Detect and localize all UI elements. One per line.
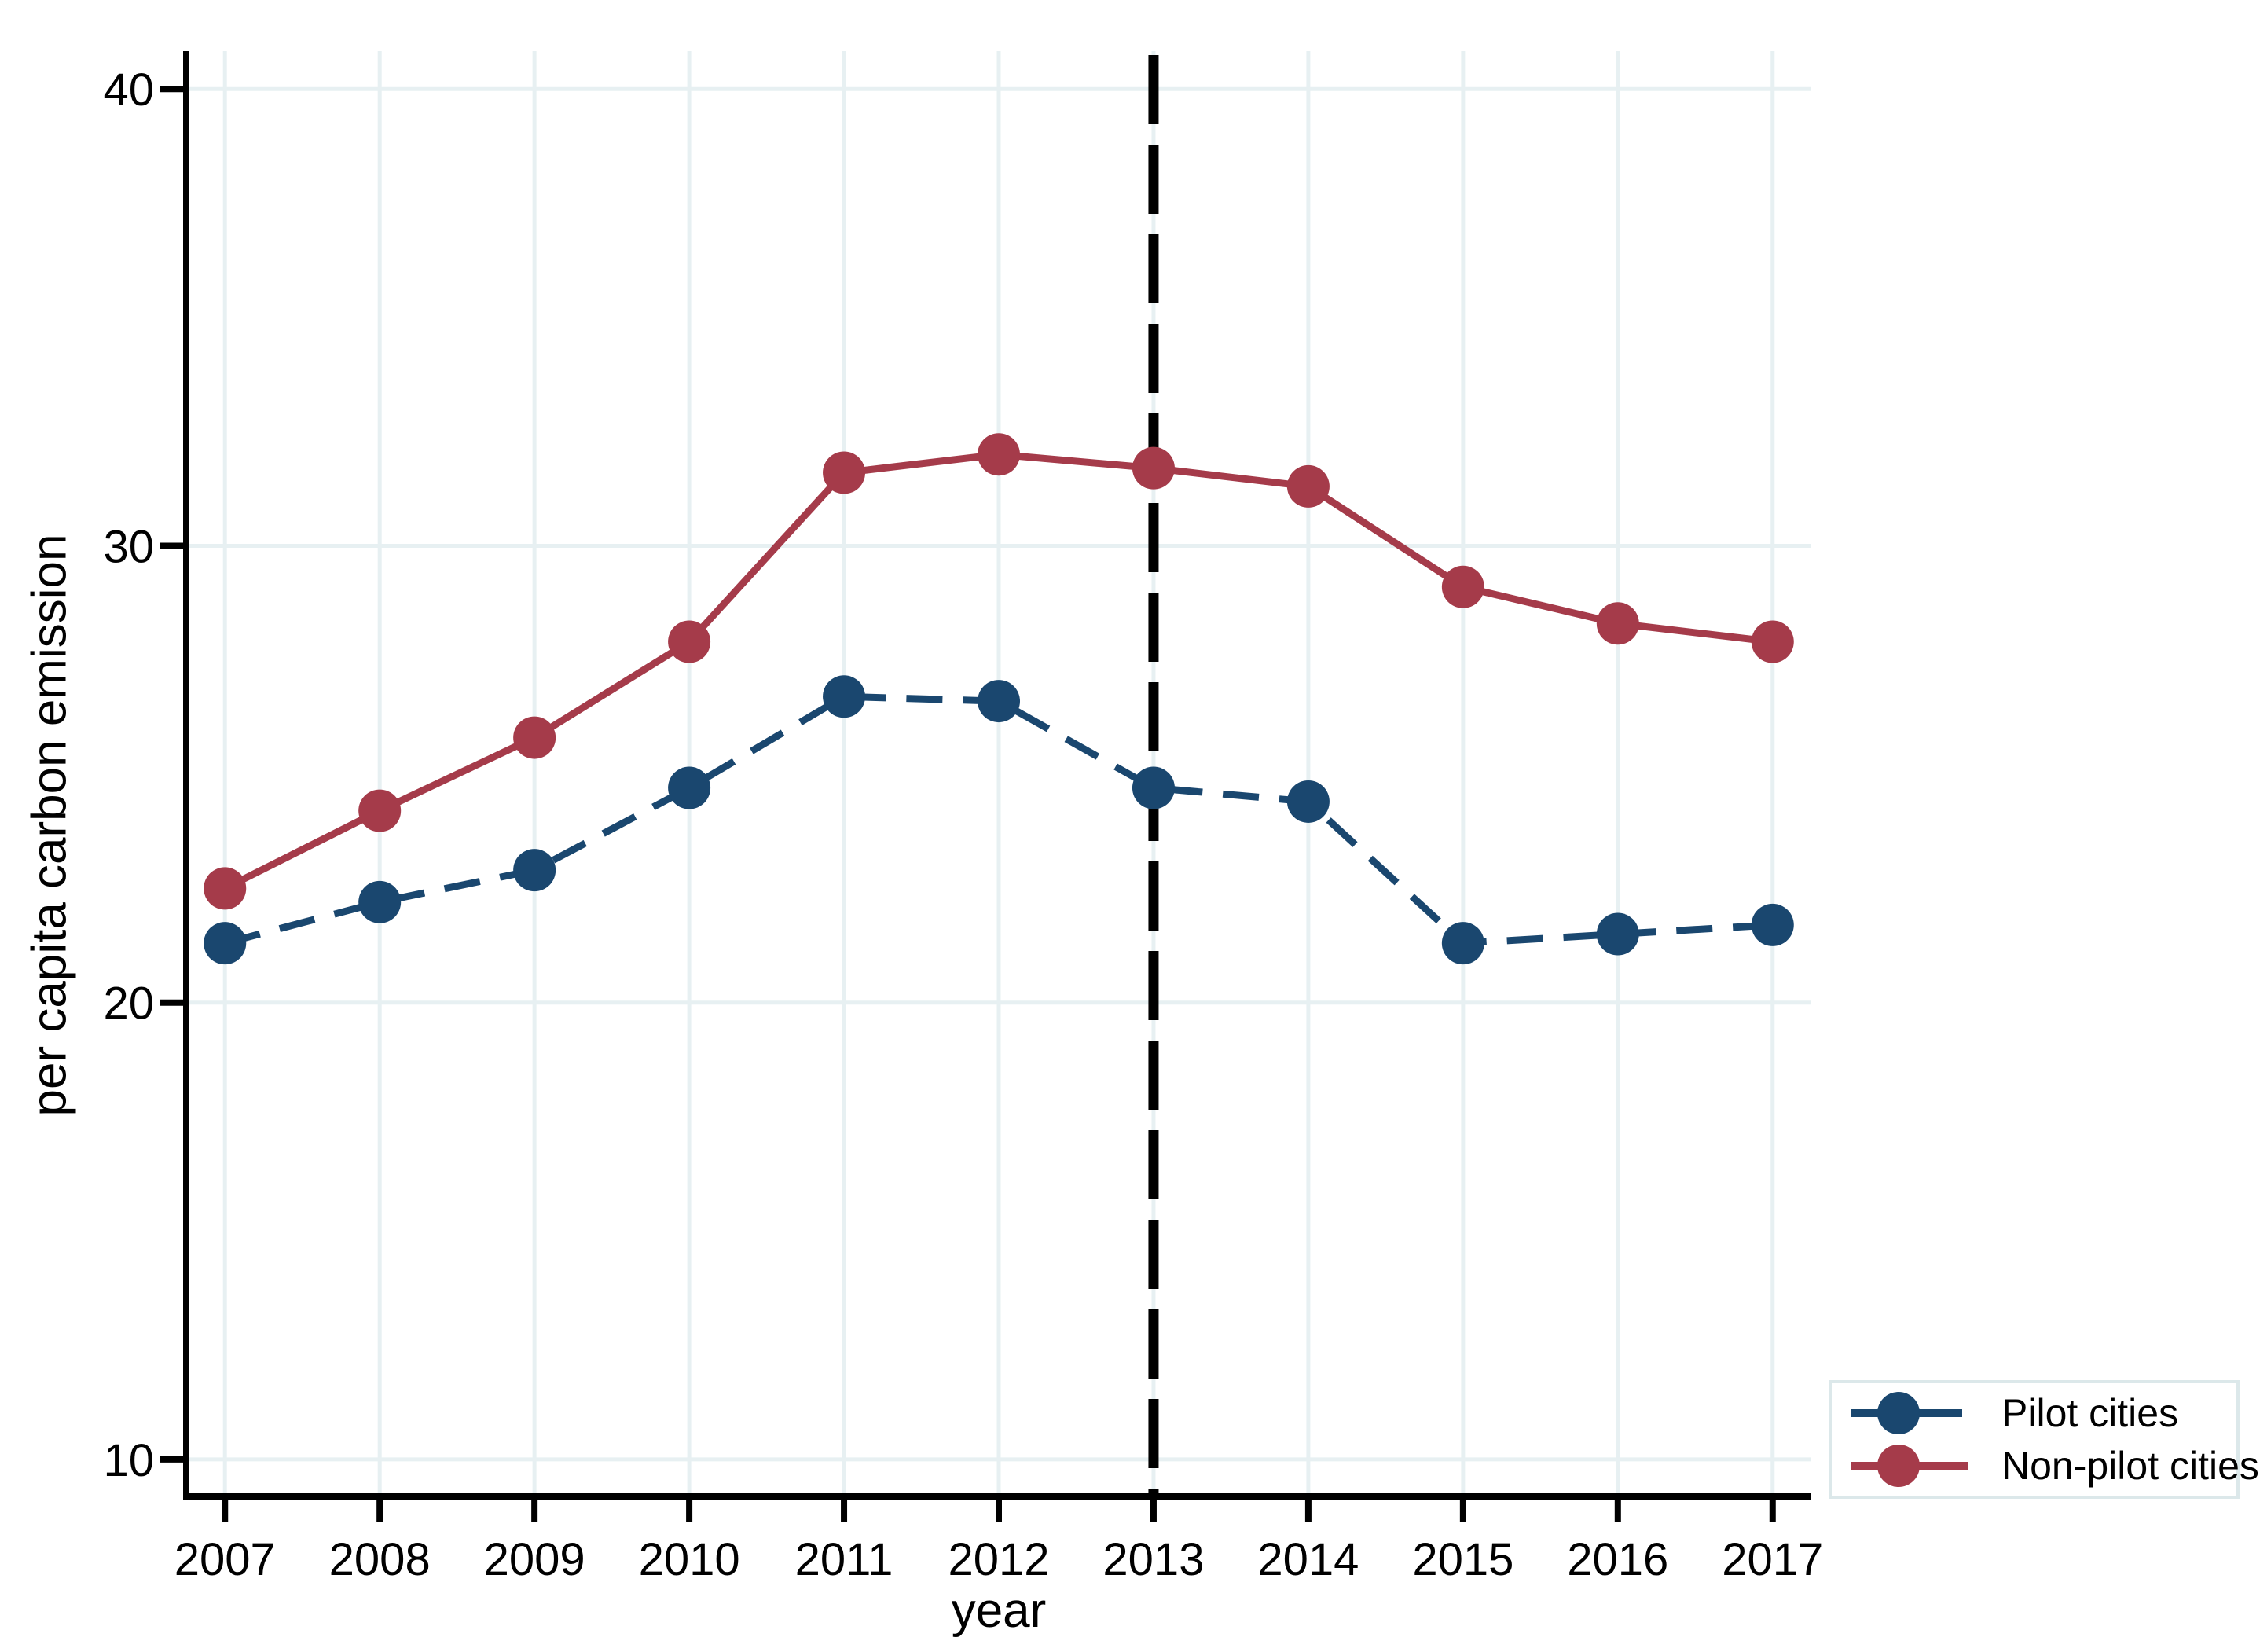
x-tick-label: 2014 bbox=[1257, 1534, 1359, 1585]
data-point-pilot-cities-2016 bbox=[1596, 912, 1639, 956]
x-tick-label: 2016 bbox=[1567, 1534, 1668, 1585]
x-tick-label: 2008 bbox=[329, 1534, 431, 1585]
x-tick-label: 2015 bbox=[1412, 1534, 1513, 1585]
y-axis-title: per capita carbon emission bbox=[22, 534, 77, 1117]
data-point-non-pilot-cities-2008 bbox=[358, 789, 402, 832]
data-point-pilot-cities-2008 bbox=[358, 880, 402, 923]
data-point-pilot-cities-2015 bbox=[1441, 922, 1484, 965]
data-point-non-pilot-cities-2012 bbox=[978, 433, 1020, 476]
data-point-pilot-cities-2012 bbox=[978, 680, 1020, 723]
x-tick-label: 2007 bbox=[174, 1534, 276, 1585]
data-point-pilot-cities-2017 bbox=[1751, 903, 1794, 946]
legend-item-pilot-cities: Pilot cities bbox=[1851, 1390, 2236, 1436]
non-pilot-circle-marker-icon bbox=[1877, 1445, 1920, 1487]
y-tick-label: 10 bbox=[103, 1435, 154, 1486]
y-tick-label: 20 bbox=[103, 978, 154, 1030]
data-point-pilot-cities-2011 bbox=[823, 675, 866, 718]
pilot-circle-marker-icon bbox=[1877, 1392, 1920, 1434]
x-tick-label: 2012 bbox=[948, 1534, 1049, 1585]
legend-sample-non-pilot bbox=[1851, 1443, 1968, 1489]
data-point-non-pilot-cities-2015 bbox=[1441, 565, 1484, 608]
data-point-pilot-cities-2009 bbox=[513, 849, 556, 892]
data-point-non-pilot-cities-2013 bbox=[1132, 446, 1175, 490]
legend-label-pilot: Pilot cities bbox=[2001, 1391, 2179, 1435]
data-point-non-pilot-cities-2016 bbox=[1596, 602, 1639, 645]
legend-sample-pilot bbox=[1851, 1390, 1968, 1436]
x-tick-label: 2011 bbox=[795, 1534, 893, 1585]
x-tick-label: 2013 bbox=[1102, 1534, 1204, 1585]
data-point-pilot-cities-2013 bbox=[1132, 766, 1175, 809]
legend-item-non-pilot-cities: Non-pilot cities bbox=[1851, 1443, 2259, 1489]
data-point-pilot-cities-2007 bbox=[204, 922, 247, 965]
data-point-non-pilot-cities-2017 bbox=[1751, 620, 1794, 663]
y-tick-label: 40 bbox=[103, 64, 154, 116]
data-point-non-pilot-cities-2009 bbox=[513, 716, 556, 759]
x-axis-title: year bbox=[951, 1584, 1047, 1638]
data-point-pilot-cities-2014 bbox=[1286, 780, 1330, 823]
x-tick-label: 2017 bbox=[1722, 1534, 1823, 1585]
data-point-non-pilot-cities-2011 bbox=[823, 451, 866, 494]
x-tick-label: 2010 bbox=[639, 1534, 740, 1585]
data-point-non-pilot-cities-2007 bbox=[204, 867, 247, 910]
y-tick-label: 30 bbox=[103, 521, 154, 572]
legend: Pilot cities Non-pilot cities bbox=[1829, 1380, 2259, 1499]
legend-label-non-pilot: Non-pilot cities bbox=[2001, 1444, 2259, 1488]
data-point-non-pilot-cities-2010 bbox=[668, 620, 711, 663]
data-point-pilot-cities-2010 bbox=[668, 766, 711, 809]
data-point-non-pilot-cities-2014 bbox=[1286, 464, 1330, 508]
x-tick-label: 2009 bbox=[484, 1534, 585, 1585]
